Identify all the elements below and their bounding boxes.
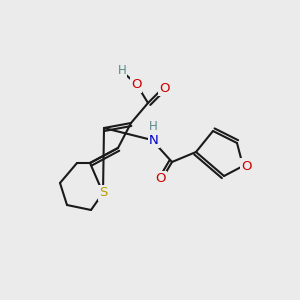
Text: O: O xyxy=(159,82,169,94)
Text: O: O xyxy=(131,79,141,92)
Text: O: O xyxy=(156,172,166,185)
Text: H: H xyxy=(148,121,158,134)
Text: O: O xyxy=(241,160,251,172)
Text: S: S xyxy=(99,187,107,200)
Text: N: N xyxy=(149,134,159,146)
Text: H: H xyxy=(118,64,126,77)
